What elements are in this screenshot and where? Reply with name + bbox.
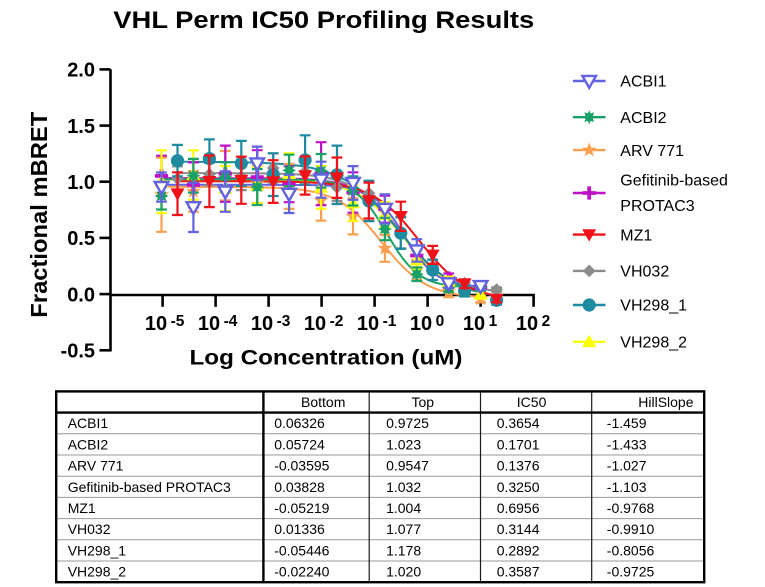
svg-text:-1.027: -1.027 <box>607 458 647 474</box>
svg-text:0.03828: 0.03828 <box>274 479 325 495</box>
svg-text:2: 2 <box>542 313 551 330</box>
svg-text:ACBI2: ACBI2 <box>68 436 109 452</box>
svg-text:0.9547: 0.9547 <box>386 458 429 474</box>
svg-text:Bottom: Bottom <box>301 394 345 410</box>
svg-text:ARV 771: ARV 771 <box>620 143 684 160</box>
svg-text:1.023: 1.023 <box>386 436 421 452</box>
svg-text:1: 1 <box>489 313 498 330</box>
svg-text:-0.02240: -0.02240 <box>274 564 329 580</box>
svg-text:HillSlope: HillSlope <box>638 394 693 410</box>
svg-text:10: 10 <box>463 313 485 335</box>
svg-text:-1.459: -1.459 <box>607 415 647 431</box>
svg-text:-1.433: -1.433 <box>607 436 647 452</box>
svg-text:VH032: VH032 <box>68 521 111 537</box>
svg-text:-4: -4 <box>224 313 238 330</box>
svg-text:0: 0 <box>436 313 445 330</box>
svg-text:0.9725: 0.9725 <box>386 415 429 431</box>
svg-text:0.3587: 0.3587 <box>497 564 540 580</box>
svg-text:1.5: 1.5 <box>67 116 95 138</box>
svg-text:Fractional mBRET: Fractional mBRET <box>26 112 52 318</box>
svg-text:0.1701: 0.1701 <box>497 436 540 452</box>
svg-text:0.1376: 0.1376 <box>497 458 540 474</box>
svg-text:-0.03595: -0.03595 <box>274 458 329 474</box>
svg-text:0.3144: 0.3144 <box>497 521 540 537</box>
svg-text:1.077: 1.077 <box>386 521 421 537</box>
svg-text:VHL Perm IC50 Profiling Result: VHL Perm IC50 Profiling Results <box>113 7 534 34</box>
svg-text:10: 10 <box>516 313 538 335</box>
svg-text:-0.05446: -0.05446 <box>274 542 329 558</box>
svg-text:VH298_1: VH298_1 <box>620 298 687 315</box>
svg-text:10: 10 <box>145 313 167 335</box>
svg-text:0.6956: 0.6956 <box>497 500 540 516</box>
svg-text:VH032: VH032 <box>620 264 669 281</box>
svg-text:1.004: 1.004 <box>386 500 421 516</box>
svg-text:Top: Top <box>412 394 435 410</box>
svg-text:ACBI1: ACBI1 <box>68 415 109 431</box>
svg-text:-1.103: -1.103 <box>607 479 647 495</box>
svg-text:0.0: 0.0 <box>67 284 95 306</box>
svg-text:0.05724: 0.05724 <box>274 436 325 452</box>
svg-text:-3: -3 <box>277 313 291 330</box>
svg-text:0.5: 0.5 <box>67 228 95 250</box>
svg-text:IC50: IC50 <box>517 394 547 410</box>
svg-text:Gefitinib-based PROTAC3: Gefitinib-based PROTAC3 <box>68 479 231 495</box>
svg-text:1.0: 1.0 <box>67 172 95 194</box>
svg-text:-0.9768: -0.9768 <box>607 500 655 516</box>
svg-text:1.032: 1.032 <box>386 479 421 495</box>
svg-text:PROTAC3: PROTAC3 <box>620 198 694 215</box>
svg-text:MZ1: MZ1 <box>620 227 652 244</box>
svg-text:VH298_2: VH298_2 <box>68 564 127 580</box>
svg-text:1.020: 1.020 <box>386 564 421 580</box>
svg-text:Gefitinib-based: Gefitinib-based <box>620 172 728 189</box>
svg-text:1.178: 1.178 <box>386 542 421 558</box>
svg-text:0.3250: 0.3250 <box>497 479 540 495</box>
svg-text:-0.5: -0.5 <box>61 341 95 363</box>
svg-text:10: 10 <box>251 313 273 335</box>
svg-text:10: 10 <box>357 313 379 335</box>
svg-text:VH298_2: VH298_2 <box>620 335 687 352</box>
svg-text:-0.9910: -0.9910 <box>607 521 655 537</box>
svg-text:-0.8056: -0.8056 <box>607 542 655 558</box>
svg-text:-2: -2 <box>330 313 344 330</box>
svg-text:0.06326: 0.06326 <box>274 415 325 431</box>
svg-text:ARV 771: ARV 771 <box>68 458 124 474</box>
svg-text:ACBI1: ACBI1 <box>620 74 666 91</box>
svg-text:10: 10 <box>410 313 432 335</box>
svg-text:ACBI2: ACBI2 <box>620 110 666 127</box>
svg-text:0.2892: 0.2892 <box>497 542 540 558</box>
svg-text:-5: -5 <box>171 313 185 330</box>
svg-text:MZ1: MZ1 <box>68 500 96 516</box>
svg-text:10: 10 <box>304 313 326 335</box>
svg-text:2.0: 2.0 <box>67 60 95 82</box>
svg-text:Log Concentration (uM): Log Concentration (uM) <box>190 347 463 370</box>
svg-text:0.01336: 0.01336 <box>274 521 325 537</box>
svg-text:-0.9725: -0.9725 <box>607 564 655 580</box>
svg-text:-1: -1 <box>383 313 397 330</box>
svg-text:10: 10 <box>198 313 220 335</box>
svg-text:VH298_1: VH298_1 <box>68 542 127 558</box>
svg-text:0.3654: 0.3654 <box>497 415 540 431</box>
svg-text:-0.05219: -0.05219 <box>274 500 329 516</box>
